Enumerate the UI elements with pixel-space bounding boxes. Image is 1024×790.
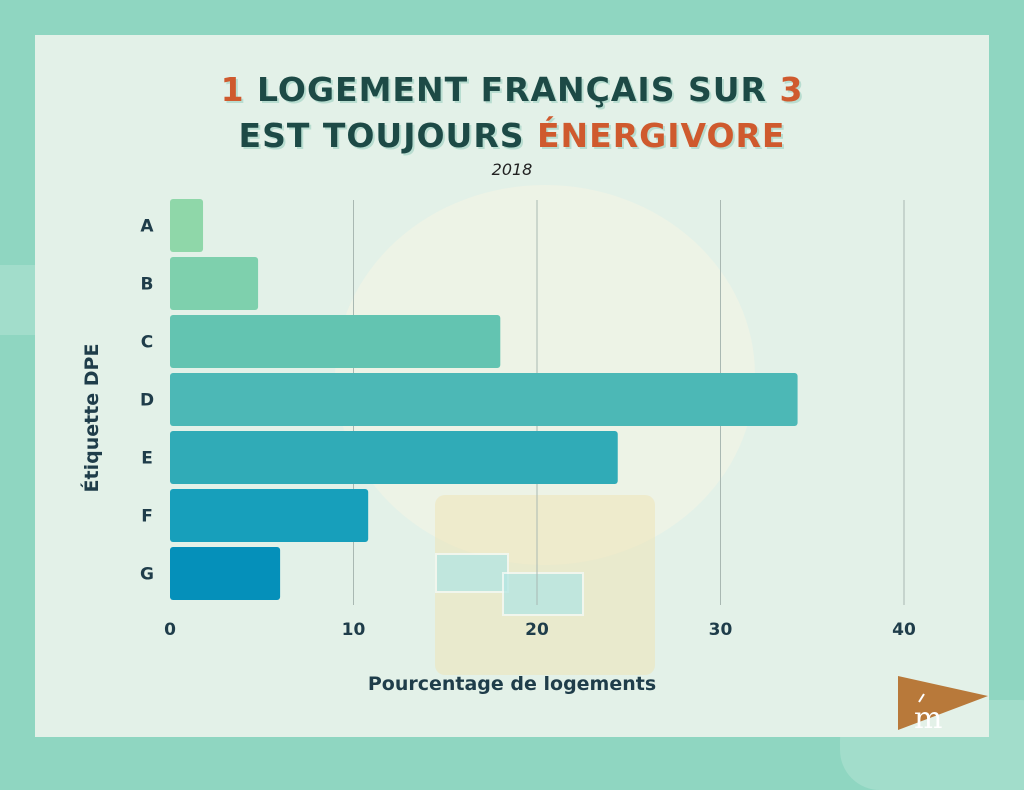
bar-d (170, 373, 798, 426)
solar-panel-illustration (502, 572, 584, 616)
title-line-1-part-3: 3 (779, 70, 804, 109)
bar-chart: A B C D E F G 0 10 20 30 40 Pourcentage de logemen… (80, 199, 916, 695)
category-label-c: C (141, 333, 153, 353)
title-line-1: 1 LOGEMENT FRANÇAIS SUR 3 (35, 67, 989, 113)
x-tick-label: 10 (342, 620, 366, 640)
category-label-e: E (141, 449, 153, 469)
title-line-1-part-1: 1 (220, 70, 245, 109)
title-line-1-part-2: LOGEMENT FRANÇAIS SUR (244, 70, 780, 109)
x-tick-label: 0 (164, 620, 176, 640)
bar-b (170, 257, 259, 310)
category-labels: A B C D E F G (140, 217, 154, 585)
bar-a (170, 199, 204, 252)
bar-g (170, 547, 281, 600)
title-line-2: EST TOUJOURS ÉNERGIVORE (35, 113, 989, 159)
bars (170, 199, 798, 600)
x-tick-label: 40 (892, 620, 916, 640)
chart-title: 1 LOGEMENT FRANÇAIS SUR 3 EST TOUJOURS É… (35, 67, 989, 159)
bar-c (170, 315, 501, 368)
logo-icon: m (898, 676, 988, 736)
x-tick-label: 20 (525, 620, 549, 640)
category-label-g: G (140, 565, 154, 585)
category-label-b: B (141, 275, 154, 295)
x-axis-label: Pourcentage de logements (368, 673, 656, 695)
solar-panel-illustration (435, 553, 509, 593)
y-axis-label: Étiquette DPE (80, 344, 103, 493)
title-line-2-part-1: EST TOUJOURS (238, 116, 537, 155)
logo-text: m (914, 701, 942, 736)
bar-f (170, 489, 369, 542)
category-label-f: F (141, 507, 153, 527)
category-label-d: D (140, 391, 154, 411)
chart-subtitle: 2018 (491, 160, 533, 179)
x-tick-label: 30 (709, 620, 733, 640)
category-label-a: A (140, 217, 154, 237)
x-tick-labels: 0 10 20 30 40 (164, 620, 916, 640)
title-line-2-part-2: ÉNERGIVORE (537, 116, 786, 155)
bar-e (170, 431, 618, 484)
